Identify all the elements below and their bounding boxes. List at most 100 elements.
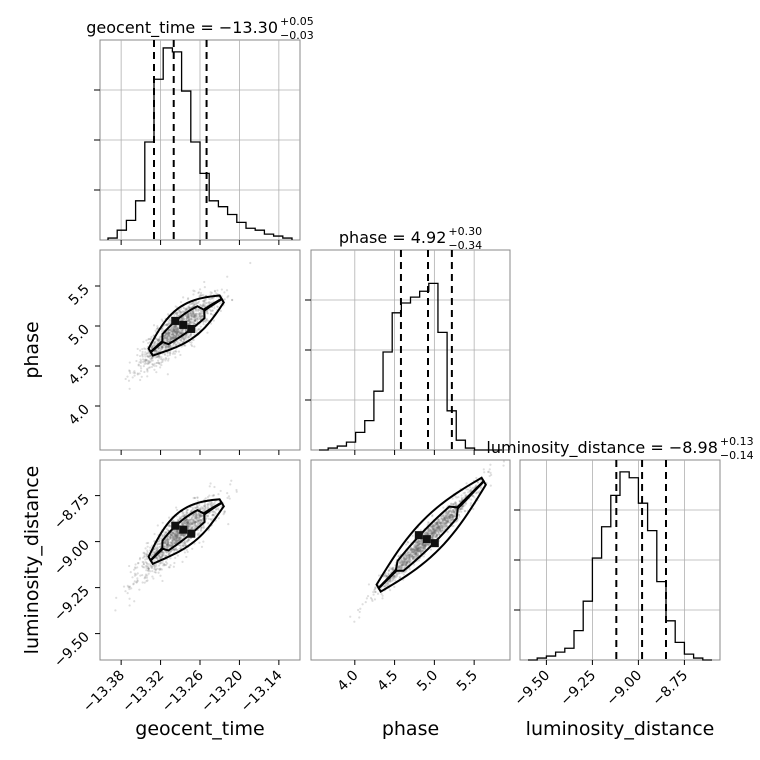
sample-point [151, 356, 154, 359]
sample-point [161, 320, 164, 323]
sample-point [437, 522, 440, 525]
sample-point [193, 521, 197, 524]
sample-point [416, 540, 419, 544]
scatter-panel-geocent_time-phase [99, 249, 301, 451]
sample-point [150, 345, 154, 348]
sample-point [401, 563, 404, 566]
sample-point [182, 317, 185, 320]
sample-point [446, 511, 449, 514]
sample-point [173, 324, 176, 327]
sample-point [164, 359, 167, 362]
sample-point [171, 539, 174, 543]
sample-point [166, 322, 169, 326]
sample-point [191, 311, 195, 314]
sample-point [195, 512, 198, 515]
sample-point [148, 366, 152, 369]
sample-point [158, 337, 161, 340]
sample-point [168, 333, 171, 336]
sample-point [176, 330, 179, 333]
sample-point [184, 314, 188, 317]
sample-point [195, 514, 198, 517]
sample-point [406, 541, 409, 544]
sample-point [154, 349, 158, 352]
sample-point [423, 544, 426, 547]
sample-point [174, 533, 177, 536]
sample-point [175, 535, 178, 538]
sample-point [434, 529, 437, 532]
sample-point [141, 573, 144, 577]
sample-point [404, 558, 407, 561]
sample-point [208, 485, 211, 488]
sample-point [430, 533, 433, 536]
sample-point [173, 529, 176, 532]
sample-point [419, 546, 423, 549]
sample-point [408, 557, 412, 560]
sample-point [402, 573, 405, 576]
sample-point [401, 560, 404, 564]
sample-point [381, 594, 384, 597]
sample-point [193, 322, 196, 326]
sample-point [432, 524, 435, 528]
sample-point [183, 514, 186, 517]
sample-point [432, 530, 435, 534]
sample-point [158, 546, 161, 549]
sample-point [187, 316, 190, 319]
sample-point [186, 508, 189, 511]
sample-point [417, 540, 420, 543]
sample-point [199, 314, 202, 317]
sample-point [437, 526, 440, 529]
sample-point [200, 310, 203, 313]
x-axis-label-phase: phase [382, 718, 439, 740]
sample-point [187, 319, 190, 322]
sample-point [153, 570, 156, 574]
sample-point [406, 552, 410, 555]
sample-point [189, 522, 192, 525]
sample-point [200, 316, 203, 319]
sample-point [165, 345, 169, 348]
sample-point [172, 324, 175, 327]
sample-point [426, 533, 429, 536]
sample-point [187, 319, 190, 322]
sample-point [166, 540, 169, 543]
sample-point [175, 332, 179, 335]
sample-point [467, 488, 470, 491]
sample-point [169, 550, 172, 553]
sample-point [404, 563, 407, 566]
y-tick-label: −8.75 [51, 491, 93, 533]
sample-point [216, 305, 220, 309]
sample-point [416, 550, 419, 553]
scatter-panel-phase-luminosity_distance [310, 459, 511, 661]
sample-point [412, 556, 415, 559]
sample-point [409, 547, 413, 550]
sample-point [453, 515, 456, 518]
sample-point [168, 353, 172, 357]
sample-point [192, 311, 195, 314]
sample-point [180, 317, 184, 321]
sample-point [410, 550, 413, 553]
sample-point [210, 510, 213, 513]
sample-point [226, 496, 229, 499]
sample-point [211, 309, 214, 312]
sample-point [415, 554, 418, 557]
sample-point [391, 568, 394, 571]
sample-point [450, 518, 453, 521]
sample-point [187, 538, 190, 541]
sample-point [185, 309, 188, 312]
sample-point [188, 518, 191, 521]
sample-point [159, 545, 162, 548]
sample-point [189, 320, 192, 323]
sample-point [190, 523, 193, 526]
sample-point [408, 560, 411, 563]
sample-point [183, 520, 186, 523]
sample-point [444, 521, 447, 525]
sample-point [164, 345, 167, 349]
sample-point [458, 499, 461, 503]
sample-point [407, 553, 410, 556]
sample-point [452, 515, 455, 519]
sample-point [169, 536, 172, 539]
sample-point [451, 518, 454, 521]
sample-point [438, 527, 441, 530]
sample-point [128, 361, 131, 364]
sample-point [194, 526, 197, 529]
sample-point [489, 484, 492, 487]
